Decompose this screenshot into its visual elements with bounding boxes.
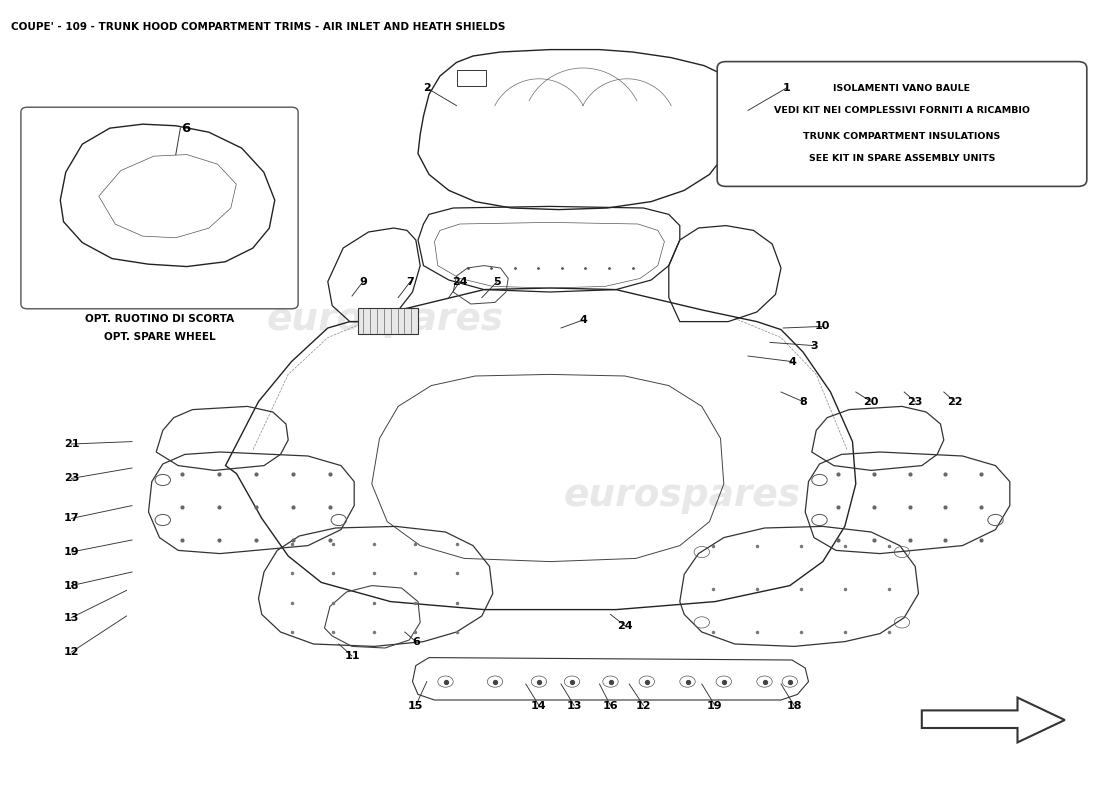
Text: 20: 20: [864, 397, 879, 406]
Text: 17: 17: [64, 514, 79, 523]
Text: 23: 23: [908, 397, 923, 406]
Text: 9: 9: [359, 277, 367, 286]
Text: 24: 24: [617, 621, 632, 630]
Text: 8: 8: [799, 397, 807, 406]
Text: 12: 12: [636, 701, 651, 710]
Text: 15: 15: [408, 701, 424, 710]
Text: TRUNK COMPARTMENT INSULATIONS: TRUNK COMPARTMENT INSULATIONS: [803, 132, 1001, 141]
Text: 2: 2: [422, 83, 431, 93]
Text: OPT. RUOTINO DI SCORTA: OPT. RUOTINO DI SCORTA: [85, 314, 234, 323]
Text: 16: 16: [603, 701, 618, 710]
Text: 1: 1: [782, 83, 791, 93]
Text: 13: 13: [64, 613, 79, 622]
Text: 14: 14: [531, 701, 547, 710]
Text: 19: 19: [707, 701, 723, 710]
Text: 12: 12: [64, 647, 79, 657]
Text: 13: 13: [566, 701, 582, 710]
Text: 10: 10: [815, 322, 830, 331]
Text: 18: 18: [64, 581, 79, 590]
Text: 4: 4: [579, 315, 587, 325]
Text: eurospares: eurospares: [563, 478, 801, 514]
FancyBboxPatch shape: [21, 107, 298, 309]
Text: SEE KIT IN SPARE ASSEMBLY UNITS: SEE KIT IN SPARE ASSEMBLY UNITS: [808, 154, 996, 163]
Text: 22: 22: [947, 397, 962, 406]
Text: COUPE' - 109 - TRUNK HOOD COMPARTMENT TRIMS - AIR INLET AND HEATH SHIELDS: COUPE' - 109 - TRUNK HOOD COMPARTMENT TR…: [11, 22, 505, 32]
Text: ISOLAMENTI VANO BAULE: ISOLAMENTI VANO BAULE: [834, 84, 970, 93]
Text: VEDI KIT NEI COMPLESSIVI FORNITI A RICAMBIO: VEDI KIT NEI COMPLESSIVI FORNITI A RICAM…: [774, 106, 1030, 115]
Text: eurospares: eurospares: [266, 302, 504, 338]
Text: 21: 21: [64, 439, 79, 449]
FancyBboxPatch shape: [358, 308, 418, 334]
Text: OPT. SPARE WHEEL: OPT. SPARE WHEEL: [103, 332, 216, 342]
Text: 7: 7: [406, 277, 415, 286]
Text: 6: 6: [182, 122, 190, 134]
Text: 11: 11: [344, 651, 360, 661]
Text: 24: 24: [452, 277, 468, 286]
FancyBboxPatch shape: [717, 62, 1087, 186]
Text: 4: 4: [788, 357, 796, 366]
Text: 6: 6: [411, 637, 420, 646]
Text: 19: 19: [64, 547, 79, 557]
Text: 5: 5: [494, 277, 501, 286]
Text: 18: 18: [786, 701, 802, 710]
Text: 3: 3: [811, 341, 817, 350]
Text: 23: 23: [64, 474, 79, 483]
